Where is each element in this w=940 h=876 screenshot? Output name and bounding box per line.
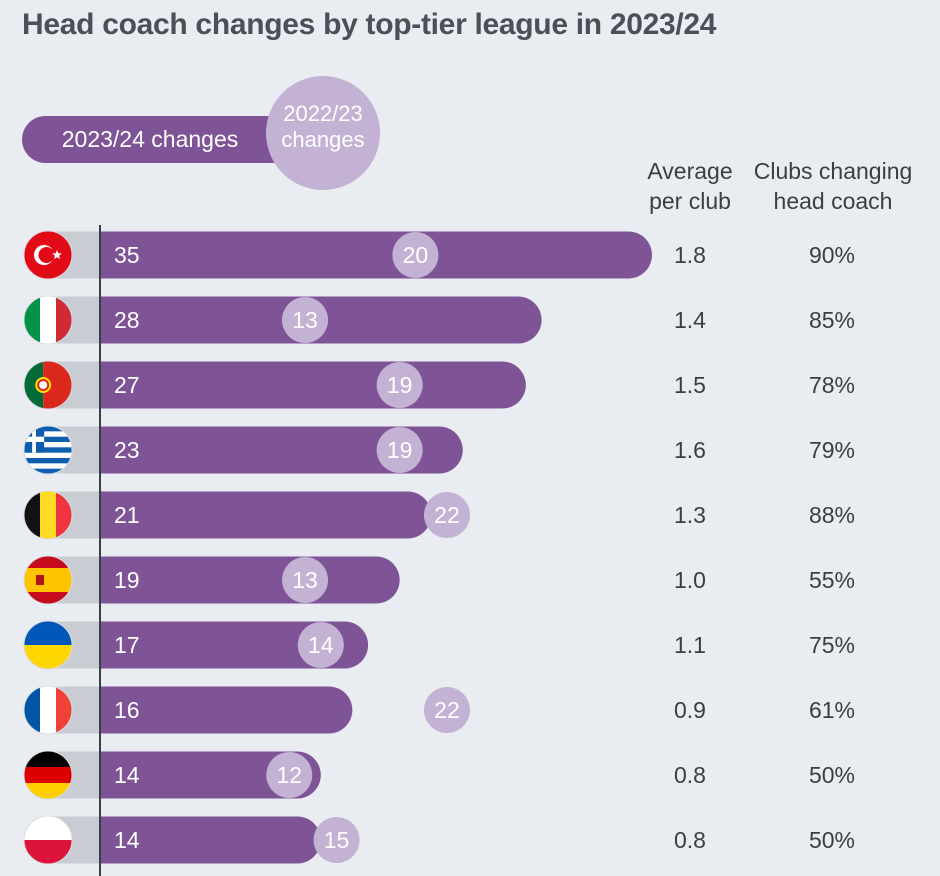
greece-flag-icon xyxy=(23,425,73,475)
clubs-changing-value: 55% xyxy=(809,567,855,593)
chart-row: 27 19 1.5 78% xyxy=(23,360,855,410)
bar-value-label: 35 xyxy=(114,242,140,268)
average-per-club-value: 1.3 xyxy=(674,502,706,528)
legend-circle-swatch xyxy=(266,76,380,190)
clubs-changing-value: 90% xyxy=(809,242,855,268)
legend-circle-label: 2022/23 changes xyxy=(266,101,380,153)
dot-2022-23 xyxy=(423,687,470,733)
dot-value-label: 13 xyxy=(292,307,318,333)
chart-row: 16 22 0.9 61% xyxy=(23,685,855,735)
legend-bar-label: 2023/24 changes xyxy=(61,126,239,152)
legend-bar-swatch xyxy=(22,116,302,163)
chart-row: 28 13 1.4 85% xyxy=(23,295,855,345)
average-per-club-value: 0.8 xyxy=(674,762,706,788)
chart-row: 21 22 1.3 88% xyxy=(23,490,855,540)
average-per-club-value: 1.8 xyxy=(674,242,706,268)
dot-2022-23 xyxy=(376,427,423,473)
average-per-club-header: Average per club xyxy=(640,156,740,216)
dot-value-label: 15 xyxy=(324,827,350,853)
dot-2022-23 xyxy=(376,362,423,408)
chart-row: 14 15 0.8 50% xyxy=(23,815,855,865)
clubs-changing-value: 79% xyxy=(809,437,855,463)
bar-value-label: 23 xyxy=(114,437,140,463)
spain-flag-icon xyxy=(23,555,73,605)
dot-value-label: 19 xyxy=(387,372,413,398)
bar-value-label: 17 xyxy=(114,632,140,658)
clubs-changing-header: Clubs changing head coach xyxy=(748,156,918,216)
bar-value-label: 27 xyxy=(114,372,140,398)
dot-2022-23 xyxy=(313,817,360,863)
bar-value-label: 16 xyxy=(114,697,140,723)
dot-2022-23 xyxy=(282,297,329,343)
bar-2023-24 xyxy=(100,361,526,409)
average-per-club-value: 1.1 xyxy=(674,632,706,658)
bar-2023-24 xyxy=(100,751,321,799)
average-header-line2: per club xyxy=(649,188,731,214)
bar-2023-24 xyxy=(100,556,400,604)
bar-value-label: 21 xyxy=(114,502,140,528)
chart-row: 23 19 1.6 79% xyxy=(23,425,855,475)
clubs-changing-value: 75% xyxy=(809,632,855,658)
clubs-changing-value: 78% xyxy=(809,372,855,398)
bar-value-label: 28 xyxy=(114,307,140,333)
clubs-changing-value: 61% xyxy=(809,697,855,723)
chart-row: 19 13 1.0 55% xyxy=(23,555,855,605)
dot-2022-23 xyxy=(266,752,313,798)
clubs-header-line2: head coach xyxy=(773,188,893,214)
clubs-changing-value: 50% xyxy=(809,827,855,853)
dot-2022-23 xyxy=(297,622,344,668)
average-per-club-value: 1.4 xyxy=(674,307,706,333)
clubs-changing-value: 85% xyxy=(809,307,855,333)
average-per-club-value: 0.9 xyxy=(674,697,706,723)
dot-2022-23 xyxy=(282,557,329,603)
bar-value-label: 14 xyxy=(114,762,140,788)
average-header-line1: Average xyxy=(647,158,733,184)
poland-flag-icon xyxy=(23,815,73,865)
belgium-flag-icon xyxy=(23,490,73,540)
turkey-flag-icon xyxy=(23,230,73,280)
dot-value-label: 14 xyxy=(308,632,334,658)
chart-title: Head coach changes by top-tier league in… xyxy=(22,8,717,41)
bar-2023-24 xyxy=(100,426,463,474)
dot-value-label: 12 xyxy=(276,762,302,788)
italy-flag-icon xyxy=(23,295,73,345)
bar-2023-24 xyxy=(100,231,652,279)
chart-row: 35 20 1.8 90% xyxy=(23,230,855,280)
legend-circle-label-line2: changes xyxy=(281,127,365,152)
germany-flag-icon xyxy=(23,750,73,800)
average-per-club-value: 1.0 xyxy=(674,567,706,593)
portugal-flag-icon xyxy=(23,360,73,410)
clubs-changing-value: 50% xyxy=(809,762,855,788)
chart-row: 14 12 0.8 50% xyxy=(23,750,855,800)
dot-value-label: 19 xyxy=(387,437,413,463)
dot-value-label: 20 xyxy=(403,242,429,268)
average-per-club-value: 1.6 xyxy=(674,437,706,463)
dot-value-label: 22 xyxy=(434,697,460,723)
bar-2023-24 xyxy=(100,686,353,734)
ukraine-flag-icon xyxy=(23,620,73,670)
clubs-changing-value: 88% xyxy=(809,502,855,528)
legend-circle-label-line1: 2022/23 xyxy=(283,101,363,126)
clubs-header-line1: Clubs changing xyxy=(753,158,913,184)
dot-value-label: 22 xyxy=(434,502,460,528)
bar-value-label: 14 xyxy=(114,827,140,853)
bar-2023-24 xyxy=(100,816,321,864)
bar-value-label: 19 xyxy=(114,567,140,593)
average-per-club-value: 0.8 xyxy=(674,827,706,853)
bar-2023-24 xyxy=(100,491,432,539)
dot-value-label: 13 xyxy=(292,567,318,593)
dot-2022-23 xyxy=(423,492,470,538)
average-per-club-value: 1.5 xyxy=(674,372,706,398)
france-flag-icon xyxy=(23,685,73,735)
chart-row: 17 14 1.1 75% xyxy=(23,620,855,670)
dot-2022-23 xyxy=(392,232,439,278)
